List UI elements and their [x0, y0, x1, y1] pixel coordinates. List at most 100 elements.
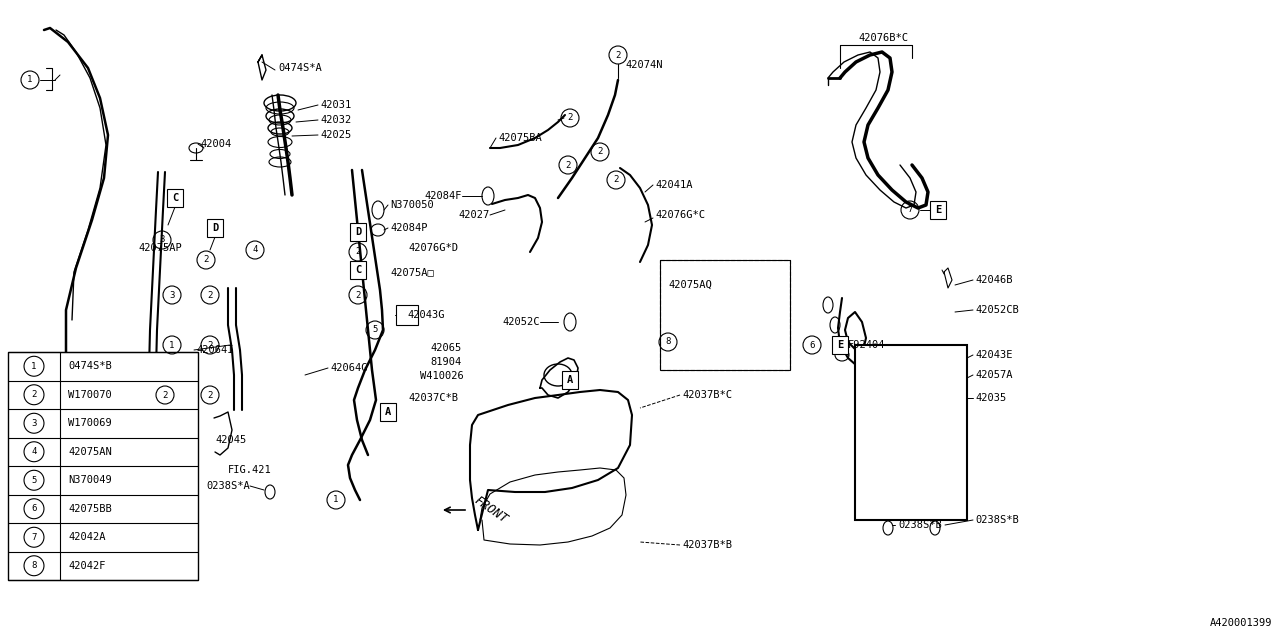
Text: A420001399: A420001399 — [1210, 618, 1272, 628]
Bar — [660, 260, 790, 370]
Text: 2: 2 — [204, 255, 209, 264]
Bar — [562, 371, 579, 389]
Text: 42037B*B: 42037B*B — [682, 540, 732, 550]
Text: 1: 1 — [31, 362, 37, 371]
Text: 42043E: 42043E — [975, 350, 1012, 360]
Text: 42084F: 42084F — [425, 191, 462, 201]
Text: 42027: 42027 — [458, 210, 490, 220]
Text: 42037C*B: 42037C*B — [408, 393, 458, 403]
Bar — [660, 260, 790, 370]
Text: E: E — [837, 340, 844, 350]
Text: D: D — [355, 227, 361, 237]
Text: FRONT: FRONT — [472, 494, 511, 526]
Bar — [166, 189, 183, 207]
Text: N370049: N370049 — [68, 476, 111, 485]
Text: W410026: W410026 — [420, 371, 463, 381]
Text: 42076B*C: 42076B*C — [858, 33, 908, 43]
Text: N370050: N370050 — [390, 200, 434, 210]
Text: 5: 5 — [372, 326, 378, 335]
Text: 42032: 42032 — [320, 115, 351, 125]
Text: 2: 2 — [356, 248, 361, 257]
Bar — [207, 219, 223, 237]
Text: 0238S*A: 0238S*A — [206, 481, 250, 491]
Bar — [8, 352, 198, 580]
Text: 6: 6 — [31, 504, 37, 513]
Bar — [396, 305, 419, 325]
Text: 2: 2 — [616, 51, 621, 60]
Text: 7: 7 — [908, 205, 913, 214]
Text: 42031: 42031 — [320, 100, 351, 110]
Text: 42041A: 42041A — [655, 180, 692, 190]
Text: E: E — [934, 205, 941, 215]
Text: D: D — [212, 223, 218, 233]
Text: C: C — [172, 193, 178, 203]
Text: 42075AN: 42075AN — [68, 447, 111, 457]
Text: A: A — [385, 407, 392, 417]
Text: W170070: W170070 — [68, 390, 111, 400]
Bar — [931, 201, 946, 219]
Text: 0474S*B: 0474S*B — [68, 361, 111, 371]
Text: FIG.421: FIG.421 — [228, 465, 271, 475]
Text: 42084P: 42084P — [390, 223, 428, 233]
Text: 8: 8 — [666, 337, 671, 346]
Text: 42045: 42045 — [215, 435, 246, 445]
Text: 42064G: 42064G — [330, 363, 367, 373]
Text: 2: 2 — [31, 390, 37, 399]
Text: 42075BA: 42075BA — [498, 133, 541, 143]
Text: 42075AQ: 42075AQ — [668, 280, 712, 290]
Bar — [380, 403, 396, 421]
Text: 3: 3 — [31, 419, 37, 428]
Bar — [349, 261, 366, 279]
Text: 2: 2 — [598, 147, 603, 157]
Text: 42075A□: 42075A□ — [390, 267, 434, 277]
Text: 3: 3 — [169, 291, 174, 300]
Text: 1: 1 — [169, 340, 174, 349]
Text: 42074N: 42074N — [625, 60, 663, 70]
Text: A: A — [567, 375, 573, 385]
Text: 42076G*D: 42076G*D — [408, 243, 458, 253]
Text: 42042F: 42042F — [68, 561, 105, 571]
Text: 2: 2 — [207, 291, 212, 300]
Text: 42075BB: 42075BB — [68, 504, 111, 514]
Text: 42004: 42004 — [200, 139, 232, 149]
Text: 2: 2 — [567, 113, 572, 122]
Text: 2: 2 — [207, 340, 212, 349]
Text: 2: 2 — [207, 390, 212, 399]
Text: 42035: 42035 — [975, 393, 1006, 403]
Text: C: C — [355, 265, 361, 275]
Bar — [349, 223, 366, 241]
Text: 2: 2 — [566, 161, 571, 170]
Text: 42043G: 42043G — [407, 310, 444, 320]
Text: 4: 4 — [252, 246, 257, 255]
Text: 0474S*A: 0474S*A — [278, 63, 321, 73]
Text: 4: 4 — [31, 447, 37, 456]
Text: 8: 8 — [31, 561, 37, 570]
Text: 42042A: 42042A — [68, 532, 105, 542]
Text: 2: 2 — [613, 175, 618, 184]
Text: 42046B: 42046B — [975, 275, 1012, 285]
Bar — [855, 345, 966, 520]
Text: 42065: 42065 — [430, 343, 461, 353]
Text: 3: 3 — [159, 236, 165, 244]
Text: 42025: 42025 — [320, 130, 351, 140]
Text: 2: 2 — [356, 291, 361, 300]
Text: 1: 1 — [333, 495, 339, 504]
Bar — [832, 336, 849, 354]
Text: 0238S*B: 0238S*B — [899, 520, 942, 530]
Text: 42052CB: 42052CB — [975, 305, 1019, 315]
Text: 42076G*C: 42076G*C — [655, 210, 705, 220]
Text: 2: 2 — [163, 390, 168, 399]
Text: 42075AP: 42075AP — [138, 243, 182, 253]
Text: 7: 7 — [31, 532, 37, 541]
Text: 42052C: 42052C — [503, 317, 540, 327]
Text: 0238S*B: 0238S*B — [975, 515, 1019, 525]
Text: F92404: F92404 — [849, 340, 886, 350]
Text: 1: 1 — [27, 76, 33, 84]
Text: 5: 5 — [31, 476, 37, 484]
Text: 42064I: 42064I — [196, 345, 233, 355]
Text: 42057A: 42057A — [975, 370, 1012, 380]
Text: 6: 6 — [809, 340, 814, 349]
Text: 81904: 81904 — [430, 357, 461, 367]
Text: 42037B*C: 42037B*C — [682, 390, 732, 400]
Text: W170069: W170069 — [68, 419, 111, 428]
